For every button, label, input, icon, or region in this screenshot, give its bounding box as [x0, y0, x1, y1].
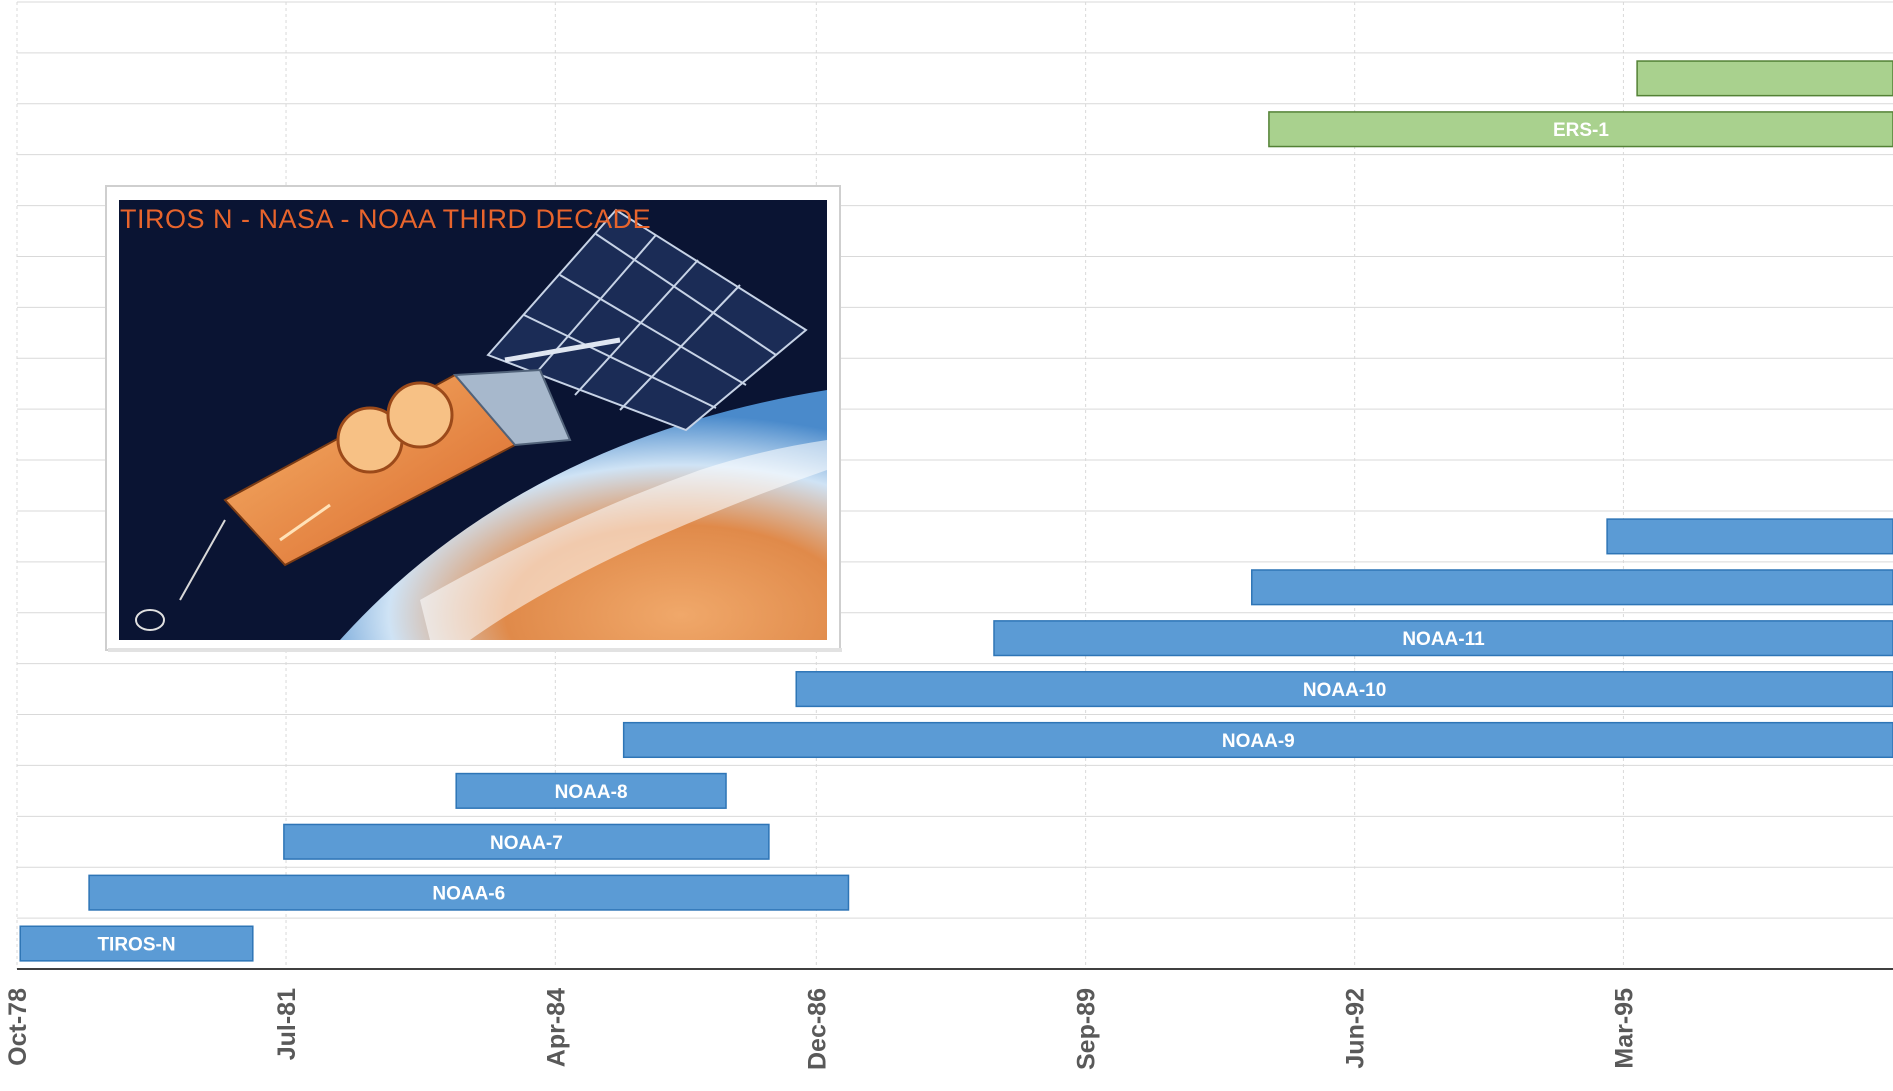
bar-label: NOAA-7: [490, 833, 563, 854]
timeline-bar: [622, 721, 1893, 759]
x-tick-label: Sep-89: [1073, 988, 1101, 1070]
x-tick-label: Dec-86: [803, 988, 831, 1070]
x-tick-label: Oct-78: [4, 988, 32, 1066]
bar-label: NOAA-6: [432, 884, 505, 905]
x-tick-label: Mar-95: [1610, 988, 1638, 1069]
bar-label: NOAA-11: [1402, 629, 1485, 650]
x-axis: Oct-78 Jul-81 Apr-84 Dec-86 Sep-89 Jun-92 Mar-…: [4, 968, 1893, 1070]
bar-label: NOAA-8: [555, 782, 628, 803]
bar-label: NOAA-9: [1222, 731, 1295, 752]
bar-label: TIROS-N: [97, 935, 175, 956]
picture-caption: TIROS N - NASA - NOAA THIRD DECADE: [120, 204, 651, 234]
picture-shadow: [108, 648, 842, 652]
earth-clouds: [420, 440, 827, 640]
x-tick-label: Jul-81: [273, 988, 301, 1060]
satellite-body: [135, 368, 572, 631]
timeline-bar: [283, 823, 770, 860]
bar-label: ERS-1: [1553, 120, 1609, 141]
timeline-bar: [455, 772, 727, 809]
timeline-bar: [1251, 569, 1893, 606]
timeline-bar: [1636, 60, 1893, 97]
bars-layer: TIROS-N NOAA-6 NOAA-7 NOAA-8 NOAA-9 NOAA-10 NO…: [19, 60, 1893, 962]
timeline-bar: [19, 925, 254, 962]
x-tick-label: Apr-84: [542, 988, 570, 1067]
satellite-picture: TIROS N - NASA - NOAA THIRD DECADE: [105, 185, 842, 652]
solar-boom: [504, 337, 621, 363]
timeline-bar: [1606, 518, 1893, 555]
bar-label: NOAA-10: [1303, 680, 1386, 701]
timeline-bar: [993, 620, 1893, 657]
x-tick-label: Jun-92: [1342, 988, 1370, 1069]
solar-panel: [486, 208, 808, 432]
timeline-bar: [1268, 111, 1893, 148]
timeline-bar: [795, 671, 1893, 708]
timeline-bar: [88, 874, 850, 911]
